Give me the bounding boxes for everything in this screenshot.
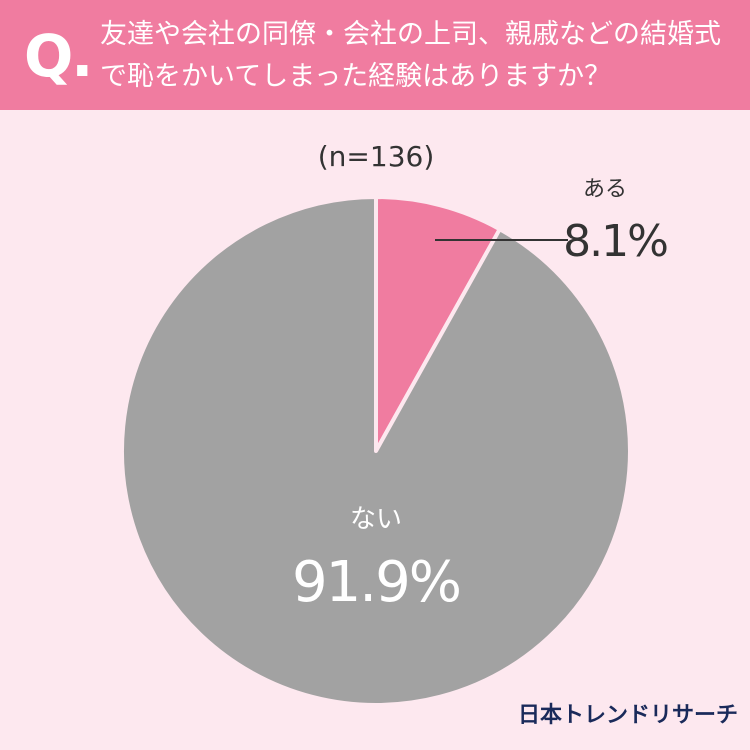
value-label: 8.1% bbox=[563, 216, 667, 267]
pie-slice bbox=[120, 195, 632, 707]
value-label: 91.9% bbox=[292, 550, 460, 615]
subtitle: (n=136) bbox=[318, 140, 435, 173]
category-label: ない bbox=[350, 505, 402, 535]
pie-slice bbox=[374, 195, 502, 453]
header: Q. 友達や会社の同僚・会社の上司、親戚などの結婚式で恥をかいてしまった経験はあ… bbox=[0, 0, 750, 110]
category-label: ある bbox=[583, 177, 627, 202]
source: 日本トレンドリサーチ bbox=[518, 703, 738, 728]
question-mark: Q. bbox=[24, 22, 93, 90]
chart-title: 友達や会社の同僚・会社の上司、親戚などの結婚式で恥をかいてしまった経験はあります… bbox=[100, 19, 721, 92]
